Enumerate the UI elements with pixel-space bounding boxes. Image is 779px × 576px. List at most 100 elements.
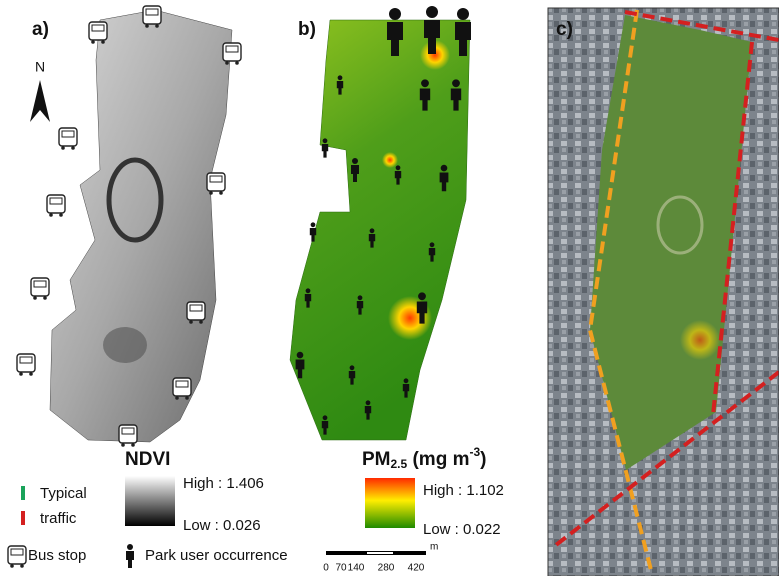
bus-wheel — [10, 564, 14, 568]
person-head — [370, 228, 375, 233]
panel-label: c) — [556, 19, 573, 40]
bus-wheel — [131, 443, 135, 447]
scale-label: 70 — [335, 563, 347, 574]
bus-wheel — [121, 443, 125, 447]
person-head — [352, 158, 358, 164]
pm-map — [290, 20, 470, 440]
scale-unit: m — [430, 542, 438, 553]
person-head — [350, 365, 355, 370]
bus-wheel — [91, 40, 95, 44]
ndvi-map — [50, 10, 232, 442]
person-body — [126, 551, 134, 568]
bus-wheel — [225, 61, 229, 65]
person-head — [366, 400, 371, 405]
person-head — [389, 8, 401, 20]
person-head — [396, 165, 401, 170]
legend-park-user: Park user occurrence — [145, 547, 288, 564]
bus-icon — [59, 128, 77, 150]
pm-high: High : 1.102 — [423, 482, 504, 499]
typical-swatch — [21, 486, 25, 500]
scale-label: 420 — [408, 563, 425, 574]
bus-icon — [47, 195, 65, 217]
page: {"panels": {"a": "a)", "b": "b)", "c": "… — [0, 0, 779, 576]
legend-traffic: traffic — [40, 510, 77, 527]
panel-label: a) — [32, 19, 49, 40]
bus-wheel — [43, 296, 47, 300]
bus-wheel — [61, 146, 65, 150]
person-head — [297, 352, 304, 359]
pm-sub: 2.5 — [391, 457, 408, 471]
hotspot — [680, 320, 720, 360]
pm-title-text: PM — [362, 449, 391, 470]
feature — [103, 327, 147, 363]
bus-icon — [17, 354, 35, 376]
scale-label: 140 — [348, 563, 365, 574]
bus-wheel — [49, 213, 53, 217]
bus-wheel — [199, 320, 203, 324]
bus-wheel — [29, 372, 33, 376]
pm-ramp — [365, 478, 415, 528]
bus-wheel — [175, 396, 179, 400]
pm-title: PM2.5 (mg m-3) — [362, 445, 486, 471]
person-head — [311, 222, 316, 227]
person-head — [421, 79, 429, 87]
bus-icon — [8, 546, 26, 568]
legend-bus-stop: Bus stop — [28, 547, 86, 564]
person-icon — [322, 138, 328, 157]
person-icon — [126, 544, 134, 568]
pm-unit: (mg m — [407, 449, 469, 470]
bus-icon — [223, 43, 241, 65]
bus-icon — [119, 425, 137, 447]
ndvi-high: High : 1.406 — [183, 475, 264, 492]
person-head — [306, 288, 311, 293]
bus-wheel — [20, 564, 24, 568]
person-head — [426, 6, 438, 18]
bus-icon — [31, 278, 49, 300]
bus-icon — [207, 173, 225, 195]
scale-label: 280 — [378, 563, 395, 574]
pm-low: Low : 0.022 — [423, 521, 501, 538]
bus-wheel — [209, 191, 213, 195]
person-head — [418, 292, 426, 300]
bus-icon — [143, 6, 161, 28]
bus-wheel — [71, 146, 75, 150]
bus-wheel — [59, 213, 63, 217]
person-head — [441, 165, 448, 172]
bus-icon — [173, 378, 191, 400]
bus-wheel — [19, 372, 23, 376]
bus-icon — [187, 302, 205, 324]
person-head — [404, 378, 409, 383]
bus-icon — [89, 22, 107, 44]
north-label: N — [35, 59, 45, 75]
pm-sup: -3 — [469, 445, 480, 459]
bus-wheel — [235, 61, 239, 65]
bus-wheel — [185, 396, 189, 400]
ndvi-title: NDVI — [125, 449, 170, 470]
ndvi-ramp — [125, 476, 175, 526]
bus-wheel — [101, 40, 105, 44]
person-head — [452, 79, 460, 87]
person-head — [358, 295, 363, 300]
panel-label: b) — [298, 19, 316, 40]
person-head — [338, 75, 343, 80]
hotspot — [382, 152, 398, 168]
scale-bar-segment — [367, 552, 393, 554]
bus-wheel — [33, 296, 37, 300]
figure: a) N b) c) NDVI High : 1.406 Low : 0.026… — [0, 0, 779, 576]
person-body — [322, 144, 328, 158]
person-head — [323, 415, 328, 420]
person-head — [127, 544, 133, 550]
bus-wheel — [189, 320, 193, 324]
scale-label: 0 — [323, 563, 329, 574]
person-head — [430, 242, 435, 247]
legend-typical: Typical — [40, 485, 87, 502]
bus-wheel — [145, 24, 149, 28]
bus-wheel — [155, 24, 159, 28]
person-head — [457, 8, 469, 20]
pm-close: ) — [480, 449, 486, 470]
traffic-swatch — [21, 511, 25, 525]
ndvi-low: Low : 0.026 — [183, 517, 261, 534]
bus-wheel — [219, 191, 223, 195]
person-head — [323, 138, 328, 143]
